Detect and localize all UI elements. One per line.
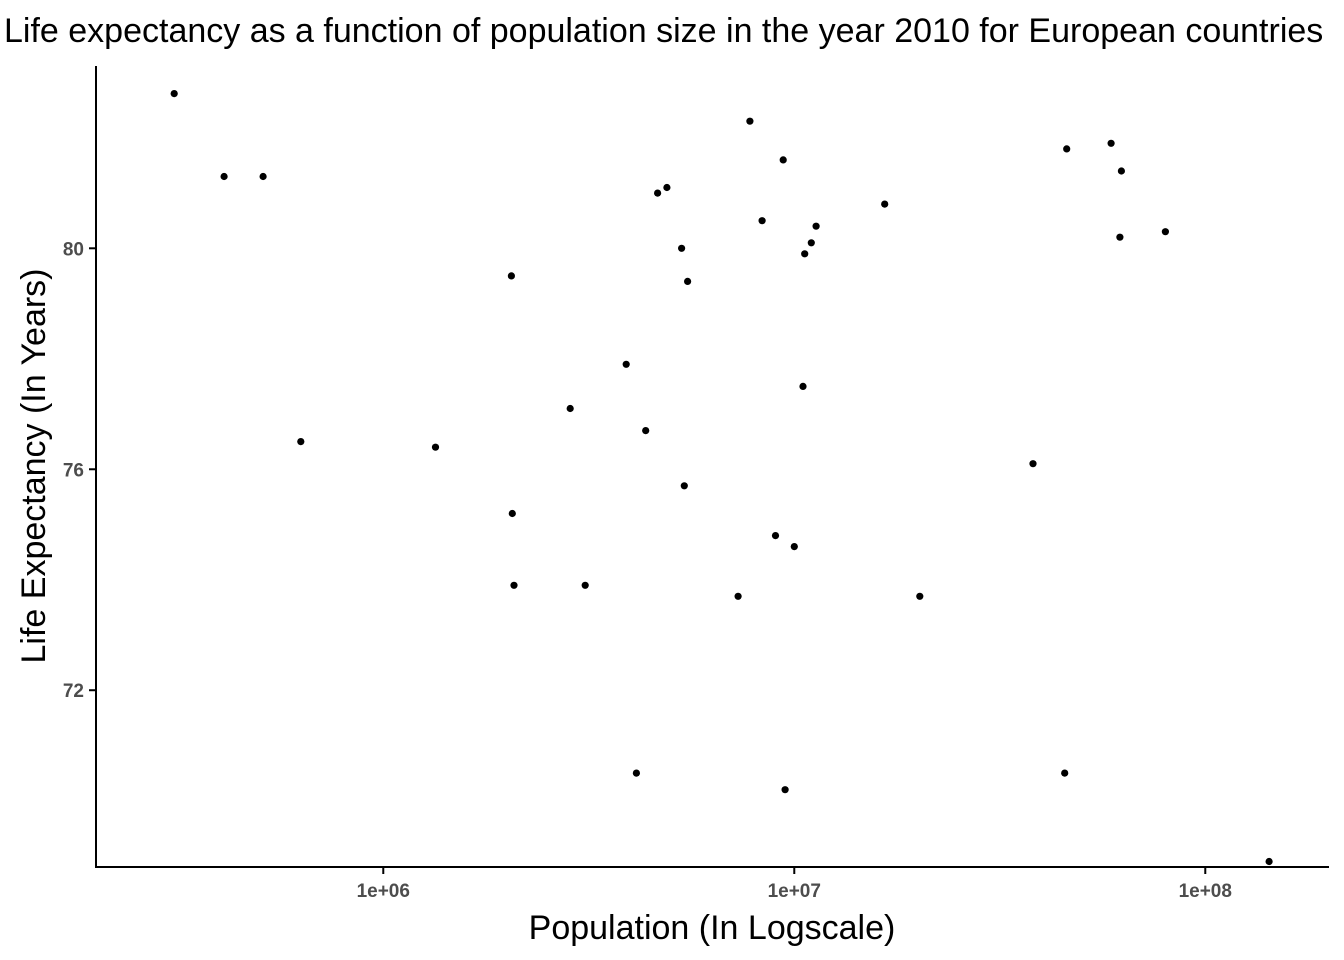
axis-ticks: 1e+06 1e+07 1e+08 72 76 80 [63, 239, 1232, 902]
x-tick-label: 1e+07 [768, 881, 821, 902]
data-point [507, 272, 515, 280]
data-point [1117, 167, 1125, 175]
data-point [663, 183, 671, 192]
data-point [790, 543, 798, 551]
data-point [1063, 145, 1071, 153]
data-point [642, 427, 650, 435]
y-tick-label: 80 [63, 239, 84, 260]
y-axis-title: Life Expectancy (In Years) [15, 268, 53, 663]
data-point [684, 277, 692, 285]
data-point [758, 217, 766, 225]
data-point [654, 189, 662, 197]
data-point [746, 117, 754, 125]
y-tick-label: 72 [63, 681, 84, 702]
x-tick-label: 1e+06 [357, 881, 410, 902]
data-point [1061, 769, 1069, 777]
data-point [801, 250, 809, 258]
data-point [297, 438, 305, 446]
data-point [807, 239, 815, 247]
data-point [734, 592, 742, 600]
data-point [779, 156, 787, 164]
data-point [771, 532, 780, 540]
data-point [680, 482, 688, 490]
data-point [881, 200, 889, 208]
data-point [259, 172, 267, 181]
data-point [508, 509, 516, 518]
data-point [622, 360, 630, 368]
x-axis-title: Population (In Logscale) [529, 909, 896, 947]
data-point [510, 581, 518, 589]
data-point [431, 443, 440, 451]
data-point [781, 786, 789, 794]
data-point [581, 581, 589, 589]
data-point [799, 382, 807, 390]
y-tick-label: 76 [63, 460, 84, 481]
data-point [220, 172, 228, 181]
chart-title: Life expectancy as a function of populat… [4, 12, 1323, 50]
x-tick-label: 1e+08 [1179, 881, 1232, 902]
data-point [916, 592, 924, 600]
data-point [566, 404, 574, 413]
data-point [812, 222, 820, 230]
data-point [678, 244, 686, 252]
data-point [1116, 233, 1124, 241]
data-point [1265, 857, 1273, 866]
data-point [1029, 460, 1037, 468]
data-point [170, 90, 178, 98]
data-point [1107, 139, 1115, 147]
data-point [632, 769, 641, 777]
data-points [170, 90, 1273, 866]
data-point [1161, 228, 1169, 236]
